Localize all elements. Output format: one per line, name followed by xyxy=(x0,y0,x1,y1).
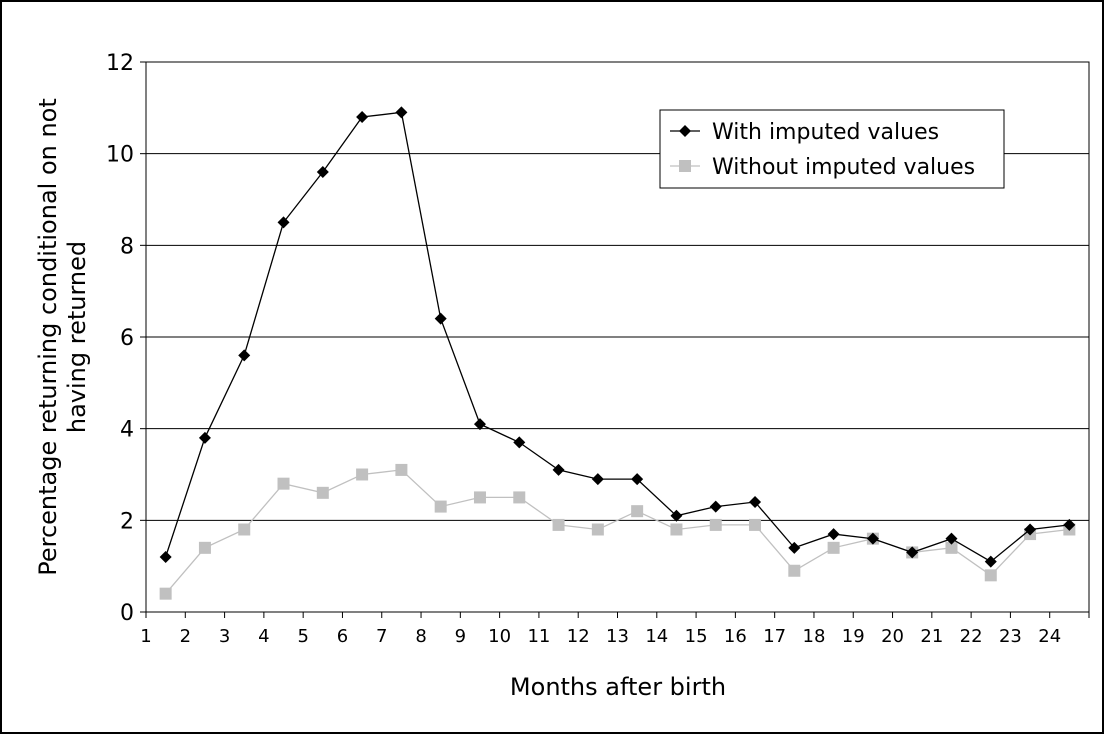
x-tick-label: 1 xyxy=(140,626,151,647)
data-point-without-imputed-values xyxy=(513,491,526,504)
data-point-with-imputed-values xyxy=(827,528,840,541)
y-tick-label: 12 xyxy=(106,51,134,76)
x-tick-label: 15 xyxy=(685,626,708,647)
data-point-with-imputed-values xyxy=(670,509,683,522)
series-line-without-imputed-values xyxy=(165,469,1070,595)
data-point-with-imputed-values xyxy=(906,546,919,559)
data-point-without-imputed-values xyxy=(473,491,486,504)
x-tick-label: 5 xyxy=(297,626,308,647)
x-tick-label: 21 xyxy=(920,626,943,647)
data-point-with-imputed-values xyxy=(1063,518,1076,531)
x-tick-label: 10 xyxy=(488,626,511,647)
data-point-without-imputed-values xyxy=(945,541,958,554)
legend-label: With imputed values xyxy=(712,120,939,145)
data-point-with-imputed-values xyxy=(749,496,762,508)
data-point-without-imputed-values xyxy=(238,523,251,536)
data-point-without-imputed-values xyxy=(591,523,604,536)
y-tick-label: 2 xyxy=(120,509,134,534)
data-point-without-imputed-values xyxy=(709,518,722,531)
x-tick-label: 3 xyxy=(219,626,230,647)
data-point-with-imputed-values xyxy=(945,532,958,545)
data-point-without-imputed-values xyxy=(159,587,172,600)
legend-marker-diamond xyxy=(679,125,691,137)
data-point-without-imputed-values xyxy=(552,518,565,531)
data-point-with-imputed-values xyxy=(788,541,801,554)
data-point-with-imputed-values xyxy=(984,555,997,568)
y-tick-label: 6 xyxy=(120,326,134,351)
x-tick-label: 18 xyxy=(803,626,826,647)
data-point-without-imputed-values xyxy=(827,541,840,554)
x-tick-label: 13 xyxy=(606,626,629,647)
legend-item-with-imputed: With imputed values xyxy=(670,120,939,145)
y-axis-title-line-2: having returned xyxy=(63,241,91,433)
data-point-without-imputed-values xyxy=(395,463,408,476)
data-point-without-imputed-values xyxy=(788,564,801,577)
data-point-with-imputed-values xyxy=(356,111,369,123)
data-point-without-imputed-values xyxy=(198,541,211,554)
data-point-with-imputed-values xyxy=(631,473,644,486)
data-point-without-imputed-values xyxy=(984,569,997,582)
y-tick-label: 10 xyxy=(106,143,134,168)
data-point-with-imputed-values xyxy=(552,463,565,476)
x-tick-label: 23 xyxy=(999,626,1022,647)
data-point-with-imputed-values xyxy=(395,106,408,119)
y-axis: 0 2 4 6 8 10 12 xyxy=(106,51,146,626)
x-axis-title: Months after birth xyxy=(510,673,726,701)
y-tick-label: 0 xyxy=(120,601,134,626)
data-point-with-imputed-values xyxy=(709,500,722,513)
x-tick-label: 7 xyxy=(376,626,387,647)
y-tick-label: 4 xyxy=(120,418,134,443)
data-point-without-imputed-values xyxy=(277,477,290,490)
x-tick-label: 11 xyxy=(527,626,550,647)
data-point-without-imputed-values xyxy=(670,523,683,536)
data-point-with-imputed-values xyxy=(1024,523,1037,536)
x-tick-label: 2 xyxy=(180,626,191,647)
data-point-with-imputed-values xyxy=(198,431,211,444)
legend-marker-square xyxy=(679,160,691,172)
y-axis-title-line-1: Percentage returning conditional on not xyxy=(34,98,62,576)
legend-box xyxy=(659,109,1005,189)
y-axis-title: Percentage returning conditional on not … xyxy=(34,98,91,576)
x-tick-label: 6 xyxy=(337,626,348,647)
data-point-with-imputed-values xyxy=(316,166,329,178)
data-point-with-imputed-values xyxy=(591,473,604,486)
data-point-without-imputed-values xyxy=(631,505,644,518)
data-point-with-imputed-values xyxy=(277,216,290,229)
x-tick-label: 22 xyxy=(960,626,983,647)
x-tick-label: 17 xyxy=(763,626,786,647)
data-point-with-imputed-values xyxy=(159,551,172,563)
data-point-without-imputed-values xyxy=(356,468,369,481)
x-tick-label: 19 xyxy=(842,626,865,647)
x-tick-label: 4 xyxy=(258,626,269,647)
data-point-with-imputed-values xyxy=(513,436,526,449)
data-point-without-imputed-values xyxy=(749,518,762,531)
data-point-without-imputed-values xyxy=(434,500,447,513)
data-point-with-imputed-values xyxy=(238,349,251,362)
legend-label: Without imputed values xyxy=(712,155,975,180)
x-tick-label: 20 xyxy=(881,626,904,647)
data-point-with-imputed-values xyxy=(866,532,879,545)
x-tick-label: 16 xyxy=(724,626,747,647)
x-tick-label: 24 xyxy=(1038,626,1061,647)
data-point-without-imputed-values xyxy=(316,486,329,499)
x-tick-label: 9 xyxy=(455,626,466,647)
data-point-with-imputed-values xyxy=(473,418,486,431)
series-layer xyxy=(159,106,1076,600)
legend: With imputed values Without imputed valu… xyxy=(659,109,1005,189)
x-tick-label: 8 xyxy=(415,626,426,647)
data-point-with-imputed-values xyxy=(434,312,447,325)
x-axis: 1 2 3 4 5 6 7 8 9 10 11 12 13 14 15 16 17 18 19 20 21 22 23 24 xyxy=(140,612,1090,647)
x-tick-label: 12 xyxy=(567,626,590,647)
x-tick-label: 14 xyxy=(645,626,668,647)
series-line-with-imputed-values xyxy=(164,111,1070,563)
legend-item-without-imputed: Without imputed values xyxy=(670,155,975,180)
y-tick-label: 8 xyxy=(120,234,134,259)
